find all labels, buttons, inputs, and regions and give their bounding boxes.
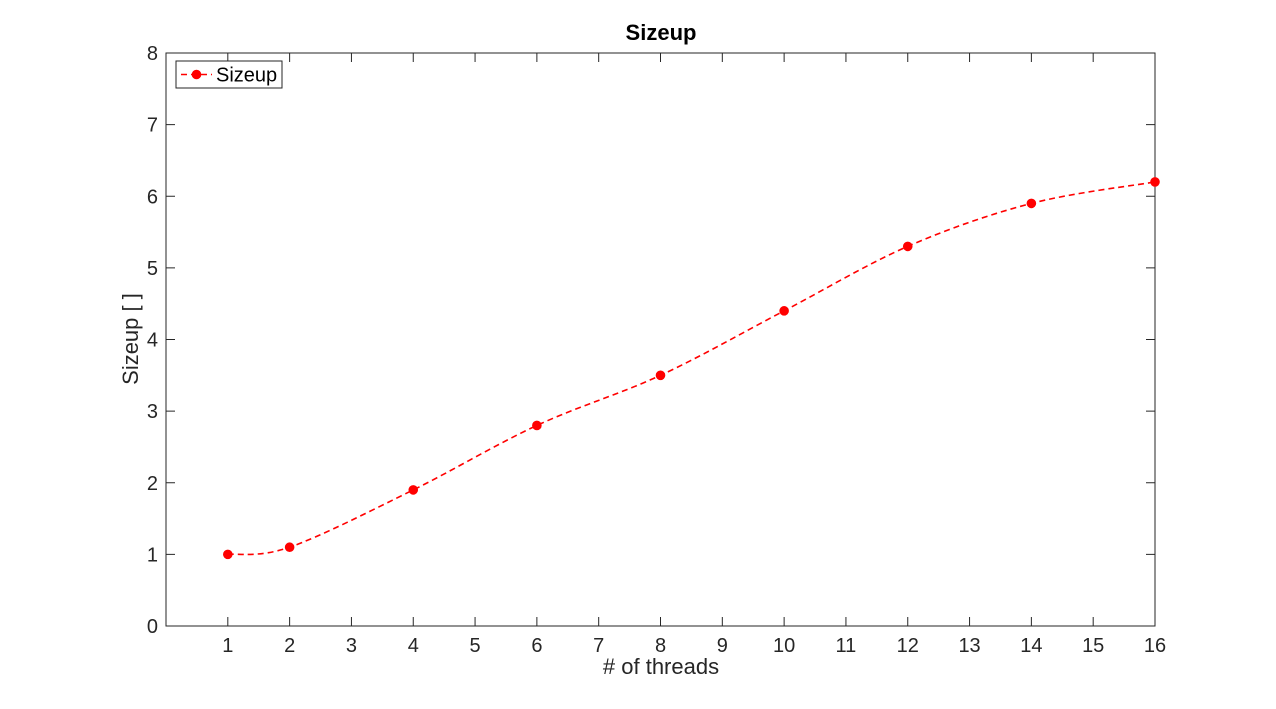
data-point <box>655 370 666 381</box>
x-axis-label: # of threads <box>603 654 719 679</box>
chart-title: Sizeup <box>626 20 697 45</box>
x-tick-label: 13 <box>958 635 980 657</box>
x-tick-label: 16 <box>1144 635 1166 657</box>
x-tick-label: 11 <box>836 635 857 657</box>
y-axis-label: Sizeup [ ] <box>118 293 143 385</box>
x-tick-label: 7 <box>593 635 604 657</box>
x-tick-label: 1 <box>222 635 233 657</box>
data-point <box>284 542 295 553</box>
x-tick-label: 3 <box>346 635 357 657</box>
y-tick-label: 1 <box>147 544 158 566</box>
plot-area <box>165 52 1156 627</box>
y-tick-label: 6 <box>147 186 158 208</box>
x-tick-label: 2 <box>284 635 295 657</box>
y-tick-label: 2 <box>147 473 158 495</box>
data-point <box>223 549 233 560</box>
data-point <box>1026 198 1037 209</box>
y-tick-label: 7 <box>147 115 158 137</box>
y-tick-label: 3 <box>147 401 158 423</box>
x-tick-label: 9 <box>717 635 728 657</box>
x-tick-label: 14 <box>1020 635 1042 657</box>
x-tick-label: 6 <box>531 635 542 657</box>
data-point <box>779 306 789 316</box>
x-tick-label: 10 <box>773 635 795 657</box>
data-point <box>408 485 419 495</box>
data-point <box>1150 177 1160 187</box>
y-axis: 0 1 2 3 4 5 6 7 8 <box>147 43 1155 638</box>
data-point <box>902 241 913 252</box>
y-tick-label: 4 <box>147 330 158 352</box>
y-tick-label: 0 <box>147 616 158 638</box>
y-tick-label: 8 <box>147 43 158 65</box>
x-tick-label: 15 <box>1082 635 1104 657</box>
legend: Sizeup <box>175 60 283 89</box>
legend-label: Sizeup <box>216 65 277 87</box>
data-point <box>532 420 542 431</box>
y-tick-label: 5 <box>147 258 158 280</box>
x-tick-label: 5 <box>470 635 481 657</box>
x-tick-label: 8 <box>655 635 666 657</box>
x-tick-label: 12 <box>897 635 919 657</box>
legend-marker-sample <box>191 69 202 80</box>
series-layer <box>223 177 1160 560</box>
x-tick-label: 4 <box>408 635 419 657</box>
